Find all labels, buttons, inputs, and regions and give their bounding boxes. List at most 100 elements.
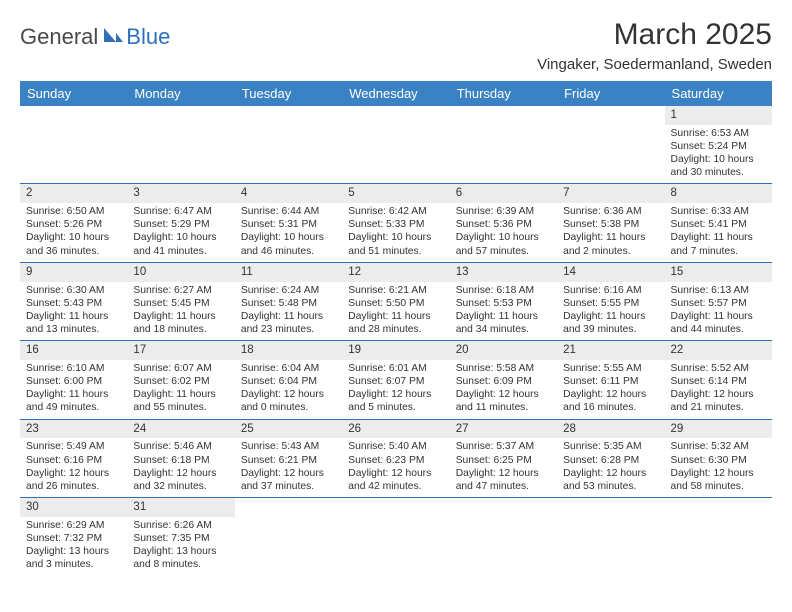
calendar-cell: 19Sunrise: 6:01 AMSunset: 6:07 PMDayligh…	[342, 341, 449, 419]
calendar-cell: 17Sunrise: 6:07 AMSunset: 6:02 PMDayligh…	[127, 341, 234, 419]
calendar-cell: 2Sunrise: 6:50 AMSunset: 5:26 PMDaylight…	[20, 184, 127, 262]
day-details: Sunrise: 6:26 AMSunset: 7:35 PMDaylight:…	[127, 517, 234, 576]
day-details: Sunrise: 6:42 AMSunset: 5:33 PMDaylight:…	[342, 203, 449, 262]
day-details: Sunrise: 6:07 AMSunset: 6:02 PMDaylight:…	[127, 360, 234, 419]
calendar-cell	[20, 106, 127, 184]
calendar-cell	[342, 106, 449, 184]
calendar-cell	[665, 498, 772, 576]
calendar-body: 1Sunrise: 6:53 AMSunset: 5:24 PMDaylight…	[20, 106, 772, 575]
day-number: 1	[665, 106, 772, 125]
calendar-table: Sunday Monday Tuesday Wednesday Thursday…	[20, 81, 772, 575]
calendar-cell	[450, 498, 557, 576]
calendar-cell	[557, 106, 664, 184]
day-number: 24	[127, 420, 234, 439]
calendar-cell	[450, 106, 557, 184]
day-details: Sunrise: 6:16 AMSunset: 5:55 PMDaylight:…	[557, 282, 664, 341]
logo-text-2: Blue	[126, 24, 170, 50]
day-number: 30	[20, 498, 127, 517]
calendar-cell: 9Sunrise: 6:30 AMSunset: 5:43 PMDaylight…	[20, 262, 127, 340]
day-number: 23	[20, 420, 127, 439]
calendar-cell: 1Sunrise: 6:53 AMSunset: 5:24 PMDaylight…	[665, 106, 772, 184]
day-details: Sunrise: 5:40 AMSunset: 6:23 PMDaylight:…	[342, 438, 449, 497]
day-number: 9	[20, 263, 127, 282]
day-number: 29	[665, 420, 772, 439]
day-number: 20	[450, 341, 557, 360]
calendar-cell: 14Sunrise: 6:16 AMSunset: 5:55 PMDayligh…	[557, 262, 664, 340]
day-details: Sunrise: 5:55 AMSunset: 6:11 PMDaylight:…	[557, 360, 664, 419]
day-details: Sunrise: 6:29 AMSunset: 7:32 PMDaylight:…	[20, 517, 127, 576]
calendar-row: 16Sunrise: 6:10 AMSunset: 6:00 PMDayligh…	[20, 341, 772, 419]
weekday-header: Wednesday	[342, 81, 449, 106]
calendar-cell	[235, 106, 342, 184]
day-details: Sunrise: 5:43 AMSunset: 6:21 PMDaylight:…	[235, 438, 342, 497]
calendar-cell: 24Sunrise: 5:46 AMSunset: 6:18 PMDayligh…	[127, 419, 234, 497]
day-number: 22	[665, 341, 772, 360]
day-details: Sunrise: 5:37 AMSunset: 6:25 PMDaylight:…	[450, 438, 557, 497]
calendar-cell: 10Sunrise: 6:27 AMSunset: 5:45 PMDayligh…	[127, 262, 234, 340]
calendar-cell: 5Sunrise: 6:42 AMSunset: 5:33 PMDaylight…	[342, 184, 449, 262]
calendar-cell: 15Sunrise: 6:13 AMSunset: 5:57 PMDayligh…	[665, 262, 772, 340]
day-details: Sunrise: 5:32 AMSunset: 6:30 PMDaylight:…	[665, 438, 772, 497]
calendar-cell: 11Sunrise: 6:24 AMSunset: 5:48 PMDayligh…	[235, 262, 342, 340]
calendar-cell: 4Sunrise: 6:44 AMSunset: 5:31 PMDaylight…	[235, 184, 342, 262]
day-number: 27	[450, 420, 557, 439]
day-details: Sunrise: 6:21 AMSunset: 5:50 PMDaylight:…	[342, 282, 449, 341]
calendar-cell: 25Sunrise: 5:43 AMSunset: 6:21 PMDayligh…	[235, 419, 342, 497]
day-details: Sunrise: 6:01 AMSunset: 6:07 PMDaylight:…	[342, 360, 449, 419]
calendar-cell: 16Sunrise: 6:10 AMSunset: 6:00 PMDayligh…	[20, 341, 127, 419]
calendar-cell: 21Sunrise: 5:55 AMSunset: 6:11 PMDayligh…	[557, 341, 664, 419]
day-details: Sunrise: 5:58 AMSunset: 6:09 PMDaylight:…	[450, 360, 557, 419]
day-details: Sunrise: 6:27 AMSunset: 5:45 PMDaylight:…	[127, 282, 234, 341]
calendar-cell: 7Sunrise: 6:36 AMSunset: 5:38 PMDaylight…	[557, 184, 664, 262]
calendar-cell: 27Sunrise: 5:37 AMSunset: 6:25 PMDayligh…	[450, 419, 557, 497]
month-title: March 2025	[537, 18, 772, 52]
logo-sail-icon	[102, 26, 124, 49]
day-number: 28	[557, 420, 664, 439]
day-details: Sunrise: 6:50 AMSunset: 5:26 PMDaylight:…	[20, 203, 127, 262]
weekday-header: Thursday	[450, 81, 557, 106]
day-number: 8	[665, 184, 772, 203]
calendar-cell: 12Sunrise: 6:21 AMSunset: 5:50 PMDayligh…	[342, 262, 449, 340]
day-number: 11	[235, 263, 342, 282]
day-number: 3	[127, 184, 234, 203]
calendar-cell: 28Sunrise: 5:35 AMSunset: 6:28 PMDayligh…	[557, 419, 664, 497]
day-details: Sunrise: 6:04 AMSunset: 6:04 PMDaylight:…	[235, 360, 342, 419]
day-number: 2	[20, 184, 127, 203]
day-details: Sunrise: 5:35 AMSunset: 6:28 PMDaylight:…	[557, 438, 664, 497]
title-block: March 2025 Vingaker, Soedermanland, Swed…	[537, 18, 772, 75]
day-details: Sunrise: 6:33 AMSunset: 5:41 PMDaylight:…	[665, 203, 772, 262]
weekday-header: Saturday	[665, 81, 772, 106]
day-number: 14	[557, 263, 664, 282]
day-details: Sunrise: 5:46 AMSunset: 6:18 PMDaylight:…	[127, 438, 234, 497]
location: Vingaker, Soedermanland, Sweden	[537, 56, 772, 73]
weekday-header-row: Sunday Monday Tuesday Wednesday Thursday…	[20, 81, 772, 106]
day-number: 18	[235, 341, 342, 360]
day-number: 5	[342, 184, 449, 203]
day-number: 4	[235, 184, 342, 203]
calendar-cell	[557, 498, 664, 576]
calendar-cell: 23Sunrise: 5:49 AMSunset: 6:16 PMDayligh…	[20, 419, 127, 497]
weekday-header: Tuesday	[235, 81, 342, 106]
calendar-cell	[342, 498, 449, 576]
weekday-header: Sunday	[20, 81, 127, 106]
day-number: 13	[450, 263, 557, 282]
calendar-cell: 22Sunrise: 5:52 AMSunset: 6:14 PMDayligh…	[665, 341, 772, 419]
calendar-row: 23Sunrise: 5:49 AMSunset: 6:16 PMDayligh…	[20, 419, 772, 497]
calendar-row: 30Sunrise: 6:29 AMSunset: 7:32 PMDayligh…	[20, 498, 772, 576]
calendar-cell: 31Sunrise: 6:26 AMSunset: 7:35 PMDayligh…	[127, 498, 234, 576]
day-details: Sunrise: 5:52 AMSunset: 6:14 PMDaylight:…	[665, 360, 772, 419]
day-details: Sunrise: 6:18 AMSunset: 5:53 PMDaylight:…	[450, 282, 557, 341]
calendar-cell: 26Sunrise: 5:40 AMSunset: 6:23 PMDayligh…	[342, 419, 449, 497]
calendar-row: 1Sunrise: 6:53 AMSunset: 5:24 PMDaylight…	[20, 106, 772, 184]
day-number: 26	[342, 420, 449, 439]
day-number: 10	[127, 263, 234, 282]
day-number: 17	[127, 341, 234, 360]
logo-text-1: General	[20, 24, 98, 50]
day-details: Sunrise: 6:13 AMSunset: 5:57 PMDaylight:…	[665, 282, 772, 341]
day-number: 12	[342, 263, 449, 282]
logo: General Blue	[20, 24, 170, 50]
calendar-row: 2Sunrise: 6:50 AMSunset: 5:26 PMDaylight…	[20, 184, 772, 262]
calendar-cell: 18Sunrise: 6:04 AMSunset: 6:04 PMDayligh…	[235, 341, 342, 419]
day-number: 21	[557, 341, 664, 360]
day-details: Sunrise: 5:49 AMSunset: 6:16 PMDaylight:…	[20, 438, 127, 497]
